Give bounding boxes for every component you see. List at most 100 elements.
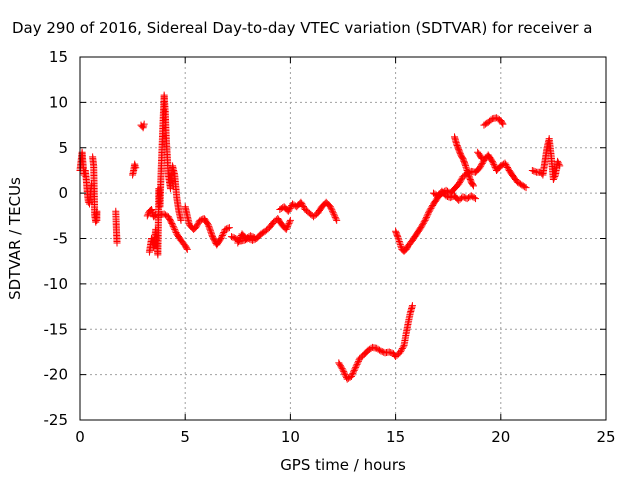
axis-ticks: 0 5 10 15 20 25 -25 -20 -15 -10 -5 0 5 10 15 <box>44 48 616 446</box>
data-point <box>331 213 339 221</box>
data-point <box>419 221 427 229</box>
data-point <box>456 177 464 185</box>
data-point <box>504 164 512 172</box>
data-point <box>225 224 233 232</box>
data-point <box>420 218 428 226</box>
data-point <box>502 161 510 169</box>
data-point <box>461 159 469 167</box>
data-point <box>236 235 244 242</box>
data-point <box>333 216 341 224</box>
data-point <box>335 359 343 367</box>
data-point <box>206 225 214 233</box>
data-point <box>550 174 558 182</box>
data-point <box>351 365 359 373</box>
data-point <box>396 349 404 357</box>
data-point <box>282 225 290 233</box>
data-point <box>457 176 465 184</box>
data-point <box>217 235 225 242</box>
data-point <box>284 221 292 229</box>
data-point <box>428 203 436 211</box>
data-point <box>556 162 564 170</box>
data-point <box>352 363 360 371</box>
chart-title: Day 290 of 2016, Sidereal Day-to-day VTE… <box>12 19 593 37</box>
data-points <box>76 91 564 383</box>
data-point <box>327 204 335 212</box>
data-point <box>192 224 200 232</box>
x-tick-label: 0 <box>75 428 85 446</box>
data-point <box>284 207 292 215</box>
data-point <box>347 372 355 380</box>
data-point <box>208 230 215 238</box>
data-point <box>463 165 471 173</box>
data-point <box>399 343 407 351</box>
data-point <box>328 207 336 215</box>
data-point <box>348 371 356 379</box>
data-point <box>350 366 358 374</box>
data-point <box>462 162 470 170</box>
y-tick-label: 0 <box>58 184 68 202</box>
data-point <box>286 216 294 224</box>
data-point <box>205 224 213 232</box>
data-point <box>328 206 336 214</box>
data-point <box>204 221 212 229</box>
data-point <box>218 233 226 241</box>
data-point <box>465 171 473 179</box>
x-axis-title: GPS time / hours <box>280 456 406 474</box>
data-point <box>490 160 498 168</box>
data-point <box>283 224 291 232</box>
data-point <box>340 369 348 377</box>
data-point <box>469 181 477 189</box>
y-tick-label: 10 <box>49 93 68 111</box>
data-point <box>551 172 559 180</box>
data-point <box>297 198 305 206</box>
data-point <box>218 231 226 239</box>
data-point <box>193 221 201 229</box>
data-point <box>336 362 344 370</box>
data-point <box>418 222 426 230</box>
data-point <box>219 230 227 238</box>
data-point <box>489 159 497 167</box>
data-point <box>425 207 433 215</box>
data-point <box>205 222 213 230</box>
data-point <box>393 231 401 239</box>
data-point <box>286 204 294 212</box>
data-point <box>251 234 259 242</box>
data-point <box>183 245 191 253</box>
data-point <box>330 210 338 218</box>
data-point <box>183 244 191 252</box>
data-point <box>143 212 151 220</box>
data-point <box>477 162 485 170</box>
y-tick-label: -25 <box>44 411 69 429</box>
data-point <box>417 224 425 232</box>
data-point <box>419 219 427 227</box>
data-point <box>140 120 148 128</box>
data-point <box>461 160 469 168</box>
data-point <box>397 242 405 250</box>
data-point <box>521 183 529 191</box>
data-point <box>490 162 498 170</box>
y-tick-label: -15 <box>44 320 69 338</box>
data-point <box>132 164 140 172</box>
data-point <box>470 194 478 202</box>
data-point <box>427 204 435 212</box>
data-point <box>501 159 509 167</box>
data-point <box>140 122 148 130</box>
data-point <box>472 195 480 203</box>
y-axis-title: SDTVAR / TECUs <box>6 177 24 300</box>
data-point <box>463 166 471 174</box>
data-point <box>249 233 257 241</box>
data-point <box>395 236 403 244</box>
data-point <box>422 213 430 221</box>
data-point <box>169 221 177 229</box>
data-point <box>354 357 362 365</box>
y-tick-label: -20 <box>44 366 69 384</box>
data-point <box>113 239 121 247</box>
data-point <box>235 236 243 244</box>
data-point <box>352 362 360 370</box>
data-point <box>464 170 472 178</box>
data-point <box>339 366 347 374</box>
data-point <box>464 168 472 176</box>
data-point <box>341 371 349 379</box>
data-point <box>423 212 431 220</box>
data-point <box>469 182 477 190</box>
